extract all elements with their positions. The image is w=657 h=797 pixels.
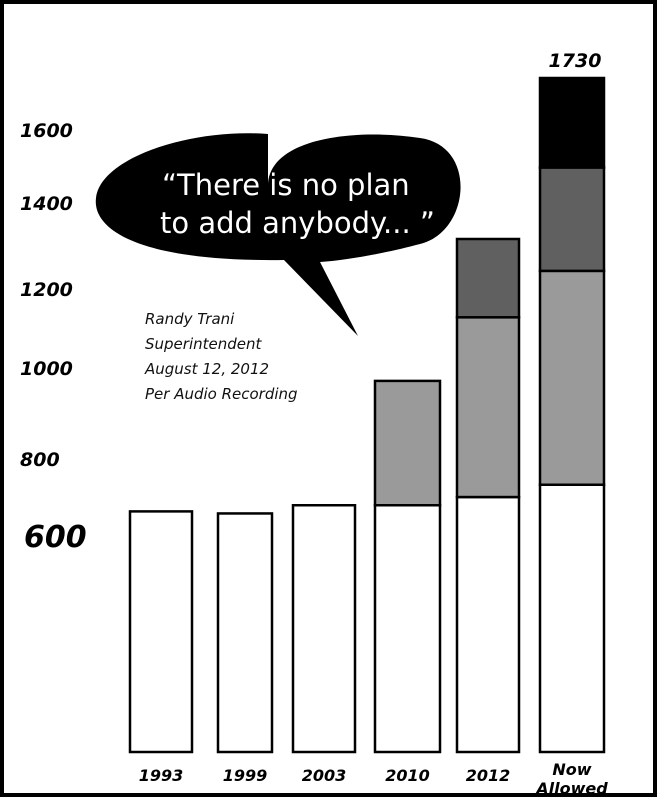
- bar-stack: [128, 510, 194, 754]
- bar-segment: [128, 510, 194, 754]
- bar-stack: [291, 504, 357, 754]
- y-tick-label: 1400: [20, 193, 73, 215]
- attribution-line-2: Superintendent: [145, 335, 262, 353]
- bar-stack: [538, 76, 606, 754]
- attribution: Randy Trani Superintendent August 12, 20…: [144, 310, 298, 403]
- bar-segment: [538, 76, 606, 169]
- bar-segment: [455, 237, 521, 319]
- quote-line-1: “There is no plan: [162, 168, 410, 202]
- bar-segment: [373, 379, 442, 507]
- speech-bubble: “There is no plan to add anybody... ”: [95, 133, 461, 336]
- x-tick-label: Allowed: [534, 779, 608, 797]
- bar-segment: [538, 166, 606, 273]
- attribution-line-1: Randy Trani: [145, 310, 235, 328]
- bar-stack: [373, 379, 442, 754]
- bar-stack: [216, 512, 274, 754]
- bar-stack: [455, 237, 521, 754]
- bar-segment: [538, 483, 606, 754]
- bar-segment: [291, 504, 357, 754]
- y-tick-labels: 600 800 1000 1200 1400 1600: [20, 120, 87, 555]
- bar-segment: [538, 269, 606, 486]
- x-tick-label: 2003: [302, 766, 347, 785]
- y-tick-label: 1200: [20, 279, 73, 301]
- y-tick-label: 800: [20, 449, 60, 471]
- quote-line-2: to add anybody... ”: [160, 206, 435, 240]
- bar-segment: [455, 495, 521, 754]
- attribution-line-4: Per Audio Recording: [145, 385, 298, 403]
- attribution-line-3: August 12, 2012: [144, 360, 269, 378]
- top-value-label: 1730: [549, 50, 602, 72]
- x-tick-label: 2012: [466, 766, 511, 785]
- bar-segment: [216, 512, 274, 754]
- x-tick-label: Now: [552, 760, 591, 779]
- y-tick-label: 1600: [20, 120, 73, 142]
- x-tick-label: 1999: [223, 766, 268, 785]
- x-tick-label: 2010: [385, 766, 430, 785]
- bar-segment: [455, 316, 521, 499]
- bars: [128, 76, 606, 754]
- bar-segment: [373, 504, 442, 754]
- y-tick-label: 1000: [20, 358, 73, 380]
- y-tick-label: 600: [24, 520, 87, 555]
- x-tick-label: 1993: [139, 766, 184, 785]
- speech-bubble-shape: [95, 133, 461, 336]
